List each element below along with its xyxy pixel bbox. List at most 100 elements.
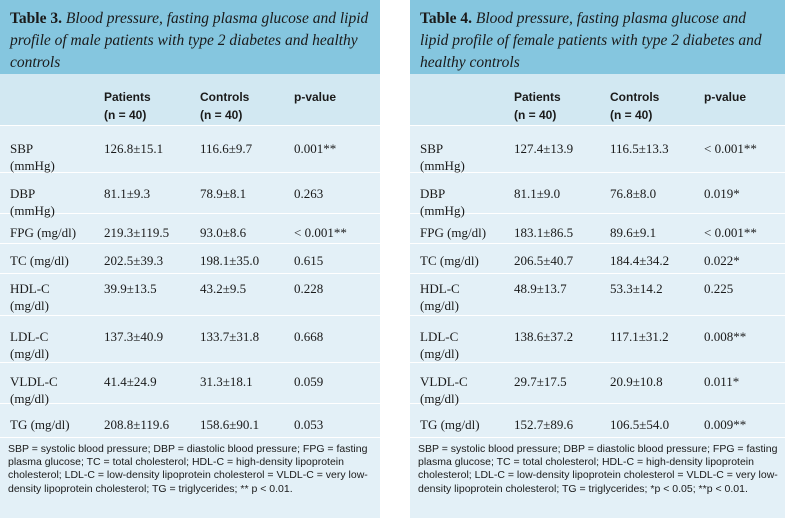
header-patients: Patients (n = 40) <box>104 90 151 122</box>
controls-value: 133.7±31.8 <box>200 329 260 344</box>
controls-value: 117.1±31.2 <box>610 329 669 344</box>
p-value: < 0.001** <box>294 225 347 240</box>
controls-value: 53.3±14.2 <box>610 281 663 296</box>
patients-value: 208.8±119.6 <box>104 417 170 432</box>
row-parameter: DBP (mmHg) <box>420 186 465 218</box>
row-parameter: SBP (mmHg) <box>10 141 55 173</box>
table-row: TG (mg/dl) 152.7±89.6 106.5±54.0 0.009** <box>410 404 785 438</box>
header-patients: Patients (n = 40) <box>514 90 561 122</box>
table-4-header: Patients (n = 40) Controls (n = 40) p-va… <box>410 74 785 126</box>
controls-value: 20.9±10.8 <box>610 374 663 389</box>
row-parameter: HDL-C (mg/dl) <box>10 281 50 313</box>
p-value: 0.001** <box>294 141 337 156</box>
p-value: 0.011* <box>704 374 740 389</box>
p-value: 0.053 <box>294 417 324 432</box>
row-parameter: LDL-C (mg/dl) <box>420 329 459 361</box>
header-p-value: p-value <box>704 90 747 104</box>
row-parameter: VLDL-C (mg/dl) <box>10 374 58 406</box>
table-row: SBP (mmHg) 127.4±13.9 116.5±13.3 < 0.001** <box>410 126 785 173</box>
row-parameter: HDL-C (mg/dl) <box>420 281 460 313</box>
table-row: TC (mg/dl) 202.5±39.3 198.1±35.0 0.615 <box>0 244 380 274</box>
p-value: 0.668 <box>294 329 324 344</box>
controls-value: 93.0±8.6 <box>200 225 247 240</box>
controls-value: 43.2±9.5 <box>200 281 247 296</box>
row-parameter: TC (mg/dl) <box>420 253 479 268</box>
p-value: < 0.001** <box>704 141 757 156</box>
table-4-panel: Table 4. Blood pressure, fasting plasma … <box>410 0 785 518</box>
controls-value: 158.6±90.1 <box>200 417 260 432</box>
table-row: DBP (mmHg) 81.1±9.0 76.8±8.0 0.019* <box>410 173 785 218</box>
patients-value: 29.7±17.5 <box>514 374 567 389</box>
controls-value: 31.3±18.1 <box>200 374 253 389</box>
table-row: VLDL-C (mg/dl) 29.7±17.5 20.9±10.8 0.011* <box>410 363 785 406</box>
row-parameter: TG (mg/dl) <box>420 417 480 432</box>
p-value: 0.059 <box>294 374 324 389</box>
table-4-title: Blood pressure, fasting plasma glucose a… <box>420 10 762 71</box>
table-row: VLDL-C (mg/dl) 41.4±24.9 31.3±18.1 0.059 <box>0 363 380 406</box>
table-3-panel: Table 3. Blood pressure, fasting plasma … <box>0 0 380 518</box>
table-3-body: SBP (mmHg) 126.8±15.1 116.6±9.7 0.001** DBP … <box>0 126 380 438</box>
controls-value: 116.6±9.7 <box>200 141 253 156</box>
table-row: DBP (mmHg) 81.1±9.3 78.9±8.1 0.263 <box>0 173 380 218</box>
patients-value: 137.3±40.9 <box>104 329 164 344</box>
row-parameter: FPG (mg/dl) <box>420 225 487 240</box>
row-parameter: LDL-C (mg/dl) <box>10 329 49 361</box>
controls-value: 76.8±8.0 <box>610 186 657 201</box>
table-row: SBP (mmHg) 126.8±15.1 116.6±9.7 0.001** <box>0 126 380 173</box>
p-value: 0.225 <box>704 281 734 296</box>
patients-value: 206.5±40.7 <box>514 253 574 268</box>
patients-value: 127.4±13.9 <box>514 141 574 156</box>
patients-value: 138.6±37.2 <box>514 329 574 344</box>
header-p-value: p-value <box>294 90 337 104</box>
table-3-header: Patients (n = 40) Controls (n = 40) p-va… <box>0 74 380 126</box>
patients-value: 219.3±119.5 <box>104 225 170 240</box>
table-4-footnote: SBP = systolic blood pressure; DBP = dia… <box>418 443 778 495</box>
table-3-footnote: SBP = systolic blood pressure; DBP = dia… <box>8 443 368 495</box>
table-row: TC (mg/dl) 206.5±40.7 184.4±34.2 0.022* <box>410 244 785 274</box>
patients-value: 39.9±13.5 <box>104 281 157 296</box>
header-controls: Controls (n = 40) <box>200 90 250 122</box>
row-parameter: SBP (mmHg) <box>420 141 465 173</box>
table-3-caption: Table 3. Blood pressure, fasting plasma … <box>0 0 380 74</box>
p-value: < 0.001** <box>704 225 757 240</box>
table-row: TG (mg/dl) 208.8±119.6 158.6±90.1 0.053 <box>0 404 380 438</box>
patients-value: 81.1±9.0 <box>514 186 561 201</box>
p-value: 0.019* <box>704 186 740 201</box>
controls-value: 89.6±9.1 <box>610 225 657 240</box>
table-row: HDL-C (mg/dl) 39.9±13.5 43.2±9.5 0.228 <box>0 274 380 316</box>
controls-value: 106.5±54.0 <box>610 417 670 432</box>
header-controls: Controls (n = 40) <box>610 90 660 122</box>
p-value: 0.263 <box>294 186 324 201</box>
table-3-title: Blood pressure, fasting plasma glucose a… <box>10 10 369 71</box>
p-value: 0.615 <box>294 253 324 268</box>
table-3-label: Table 3. <box>10 10 62 27</box>
row-parameter: TC (mg/dl) <box>10 253 69 268</box>
table-4-caption: Table 4. Blood pressure, fasting plasma … <box>410 0 785 74</box>
p-value: 0.008** <box>704 329 747 344</box>
controls-value: 116.5±13.3 <box>610 141 669 156</box>
p-value: 0.009** <box>704 417 747 432</box>
patients-value: 202.5±39.3 <box>104 253 164 268</box>
row-parameter: VLDL-C (mg/dl) <box>420 374 468 406</box>
row-parameter: TG (mg/dl) <box>10 417 70 432</box>
table-row: HDL-C (mg/dl) 48.9±13.7 53.3±14.2 0.225 <box>410 274 785 316</box>
patients-value: 183.1±86.5 <box>514 225 574 240</box>
patients-value: 152.7±89.6 <box>514 417 574 432</box>
controls-value: 78.9±8.1 <box>200 186 247 201</box>
controls-value: 184.4±34.2 <box>610 253 670 268</box>
p-value: 0.228 <box>294 281 324 296</box>
patients-value: 48.9±13.7 <box>514 281 567 296</box>
table-4-label: Table 4. <box>420 10 472 27</box>
controls-value: 198.1±35.0 <box>200 253 260 268</box>
table-row: FPG (mg/dl) 183.1±86.5 89.6±9.1 < 0.001** <box>410 214 785 244</box>
row-parameter: DBP (mmHg) <box>10 186 55 218</box>
table-row: LDL-C (mg/dl) 138.6±37.2 117.1±31.2 0.008** <box>410 316 785 363</box>
table-row: FPG (mg/dl) 219.3±119.5 93.0±8.6 < 0.001** <box>0 214 380 244</box>
patients-value: 81.1±9.3 <box>104 186 151 201</box>
patients-value: 126.8±15.1 <box>104 141 164 156</box>
table-4-body: SBP (mmHg) 127.4±13.9 116.5±13.3 < 0.001** D… <box>410 126 785 438</box>
p-value: 0.022* <box>704 253 740 268</box>
patients-value: 41.4±24.9 <box>104 374 157 389</box>
table-row: LDL-C (mg/dl) 137.3±40.9 133.7±31.8 0.668 <box>0 316 380 363</box>
row-parameter: FPG (mg/dl) <box>10 225 77 240</box>
